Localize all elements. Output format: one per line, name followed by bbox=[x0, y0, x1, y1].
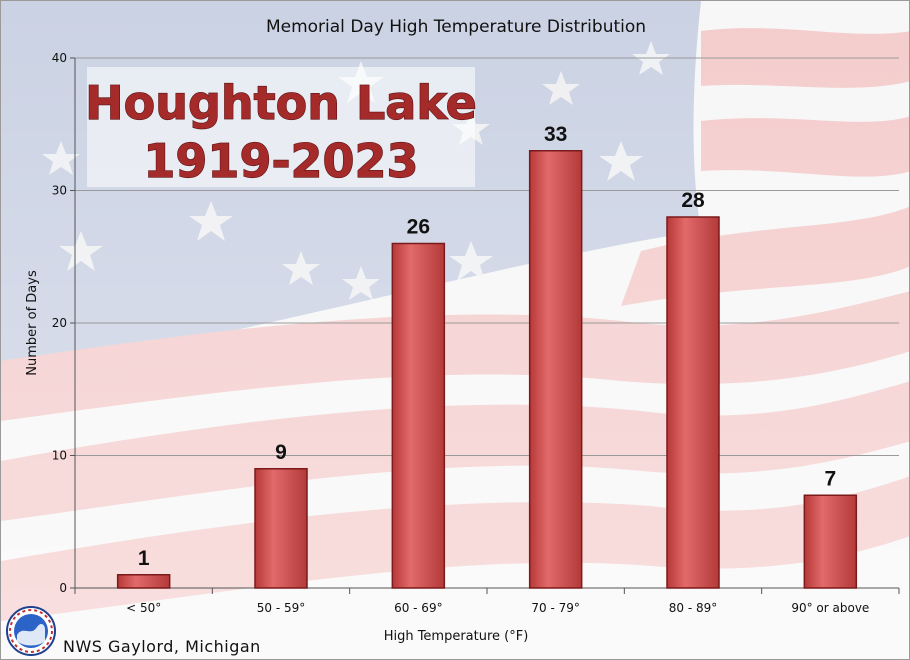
bar bbox=[528, 150, 583, 589]
data-label: 26 bbox=[407, 216, 430, 239]
bar bbox=[391, 242, 446, 589]
x-tick-labels: < 50° 50 - 59° 60 - 69° 70 - 79° 80 - 89° 90°… bbox=[126, 601, 869, 615]
data-label: 7 bbox=[824, 467, 836, 490]
bar bbox=[116, 574, 171, 589]
y-tick-labels: 0 10 20 30 40 bbox=[52, 51, 67, 595]
y-tick-label: 40 bbox=[52, 51, 67, 65]
gridlines bbox=[75, 57, 899, 456]
x-tick-label: 60 - 69° bbox=[394, 601, 443, 615]
bars bbox=[116, 150, 858, 589]
bar bbox=[803, 494, 858, 589]
y-axis-title: Number of Days bbox=[25, 270, 40, 376]
x-tick-label: 90° or above bbox=[791, 601, 869, 615]
data-label: 33 bbox=[544, 123, 567, 146]
x-tick-label: 80 - 89° bbox=[669, 601, 718, 615]
x-tick-label: < 50° bbox=[126, 601, 161, 615]
footer-credit: NWS Gaylord, Michigan bbox=[63, 637, 261, 656]
y-tick-label: 30 bbox=[52, 184, 67, 198]
overlay-title-line-2: 1919-2023 bbox=[143, 134, 418, 188]
overlay-title-line-1: Houghton Lake bbox=[85, 76, 477, 130]
bar bbox=[666, 216, 720, 589]
y-tick-label: 10 bbox=[52, 449, 67, 463]
chart-title: Memorial Day High Temperature Distributi… bbox=[266, 17, 646, 37]
x-tick-label: 70 - 79° bbox=[531, 601, 580, 615]
data-label: 1 bbox=[138, 547, 150, 570]
x-tick-label: 50 - 59° bbox=[257, 601, 306, 615]
bar bbox=[254, 468, 308, 589]
y-tick-label: 0 bbox=[59, 581, 67, 595]
data-label: 28 bbox=[681, 189, 705, 212]
axes bbox=[70, 57, 900, 594]
overlay-title-box: Houghton Lake 1919-2023 bbox=[85, 67, 477, 189]
y-tick-label: 20 bbox=[52, 316, 67, 330]
nws-logo-icon bbox=[6, 606, 56, 656]
data-label: 9 bbox=[275, 441, 287, 464]
x-axis-title: High Temperature (°F) bbox=[384, 629, 529, 644]
